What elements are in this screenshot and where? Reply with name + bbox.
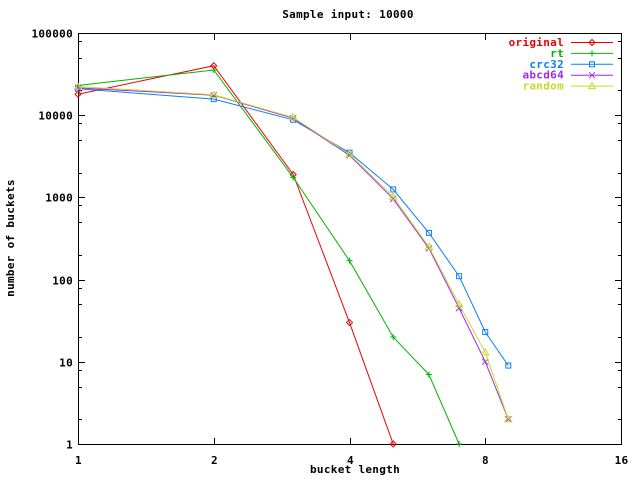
triangle-marker-icon bbox=[209, 90, 219, 98]
y-tick-label: 10000 bbox=[38, 110, 73, 123]
series-rt bbox=[75, 66, 463, 447]
series-line-random bbox=[77, 86, 509, 420]
diamond-marker-icon bbox=[345, 318, 354, 327]
y-tick-label: 100000 bbox=[31, 28, 73, 41]
series-abcd64 bbox=[74, 84, 512, 423]
legend-item-abcd64: abcd64 bbox=[522, 69, 613, 82]
triangle-marker-icon bbox=[587, 81, 597, 90]
square-marker-icon bbox=[482, 329, 489, 336]
chart-title: Sample input: 10000 bbox=[282, 8, 414, 21]
series-random bbox=[73, 82, 513, 423]
x-tick-label: 2 bbox=[211, 454, 218, 467]
y-tick-label: 100 bbox=[52, 275, 73, 288]
cross-marker-icon bbox=[588, 71, 596, 79]
series-line-rt bbox=[77, 69, 460, 445]
y-tick-label: 1 bbox=[66, 439, 73, 452]
triangle-marker-icon bbox=[424, 242, 434, 250]
x-tick-label: 4 bbox=[347, 454, 354, 467]
series-crc32 bbox=[75, 85, 512, 369]
diamond-marker-icon bbox=[74, 90, 82, 98]
series-original bbox=[74, 62, 397, 448]
cross-marker-icon bbox=[481, 358, 489, 366]
square-marker-icon bbox=[425, 229, 432, 236]
legend-label-abcd64: abcd64 bbox=[522, 69, 564, 82]
cross-marker-icon bbox=[455, 304, 463, 312]
legend-item-random: random bbox=[522, 80, 613, 93]
legend-item-rt: rt bbox=[550, 47, 613, 60]
x-tick-label: 16 bbox=[615, 454, 629, 467]
triangle-marker-icon bbox=[454, 299, 464, 308]
triangle-marker-icon bbox=[388, 192, 398, 200]
diamond-marker-icon bbox=[588, 38, 596, 47]
square-marker-icon bbox=[390, 186, 397, 193]
legend-label-original: original bbox=[509, 36, 564, 49]
legend-label-crc32: crc32 bbox=[529, 58, 564, 71]
x-axis: 1 2 4 8 16 bbox=[75, 34, 628, 467]
legend-label-random: random bbox=[522, 80, 564, 93]
legend-item-original: original bbox=[509, 36, 613, 49]
y-tick-label: 1000 bbox=[45, 192, 73, 205]
diamond-marker-icon bbox=[210, 62, 218, 70]
x-tick-label: 8 bbox=[482, 454, 489, 467]
square-marker-icon bbox=[505, 362, 512, 369]
legend-item-crc32: crc32 bbox=[529, 58, 613, 71]
x-axis-label: bucket length bbox=[310, 463, 400, 476]
square-marker-icon bbox=[456, 273, 463, 280]
x-tick-label: 1 bbox=[75, 454, 82, 467]
triangle-marker-icon bbox=[288, 112, 298, 121]
diamond-marker-icon bbox=[389, 440, 397, 448]
square-marker-icon bbox=[210, 96, 217, 103]
plot-border bbox=[78, 33, 622, 445]
legend-label-rt: rt bbox=[550, 47, 564, 60]
series-line-crc32 bbox=[77, 88, 509, 366]
triangle-marker-icon bbox=[480, 347, 490, 356]
triangle-marker-icon bbox=[345, 149, 354, 158]
triangle-marker-icon bbox=[73, 82, 83, 90]
y-tick-label: 10 bbox=[59, 357, 73, 370]
triangle-marker-icon bbox=[503, 414, 513, 423]
y-axis-label: number of buckets bbox=[4, 179, 17, 297]
y-axis: 100000 10000 1000 100 10 1 bbox=[31, 28, 621, 452]
square-marker-icon bbox=[589, 61, 595, 68]
